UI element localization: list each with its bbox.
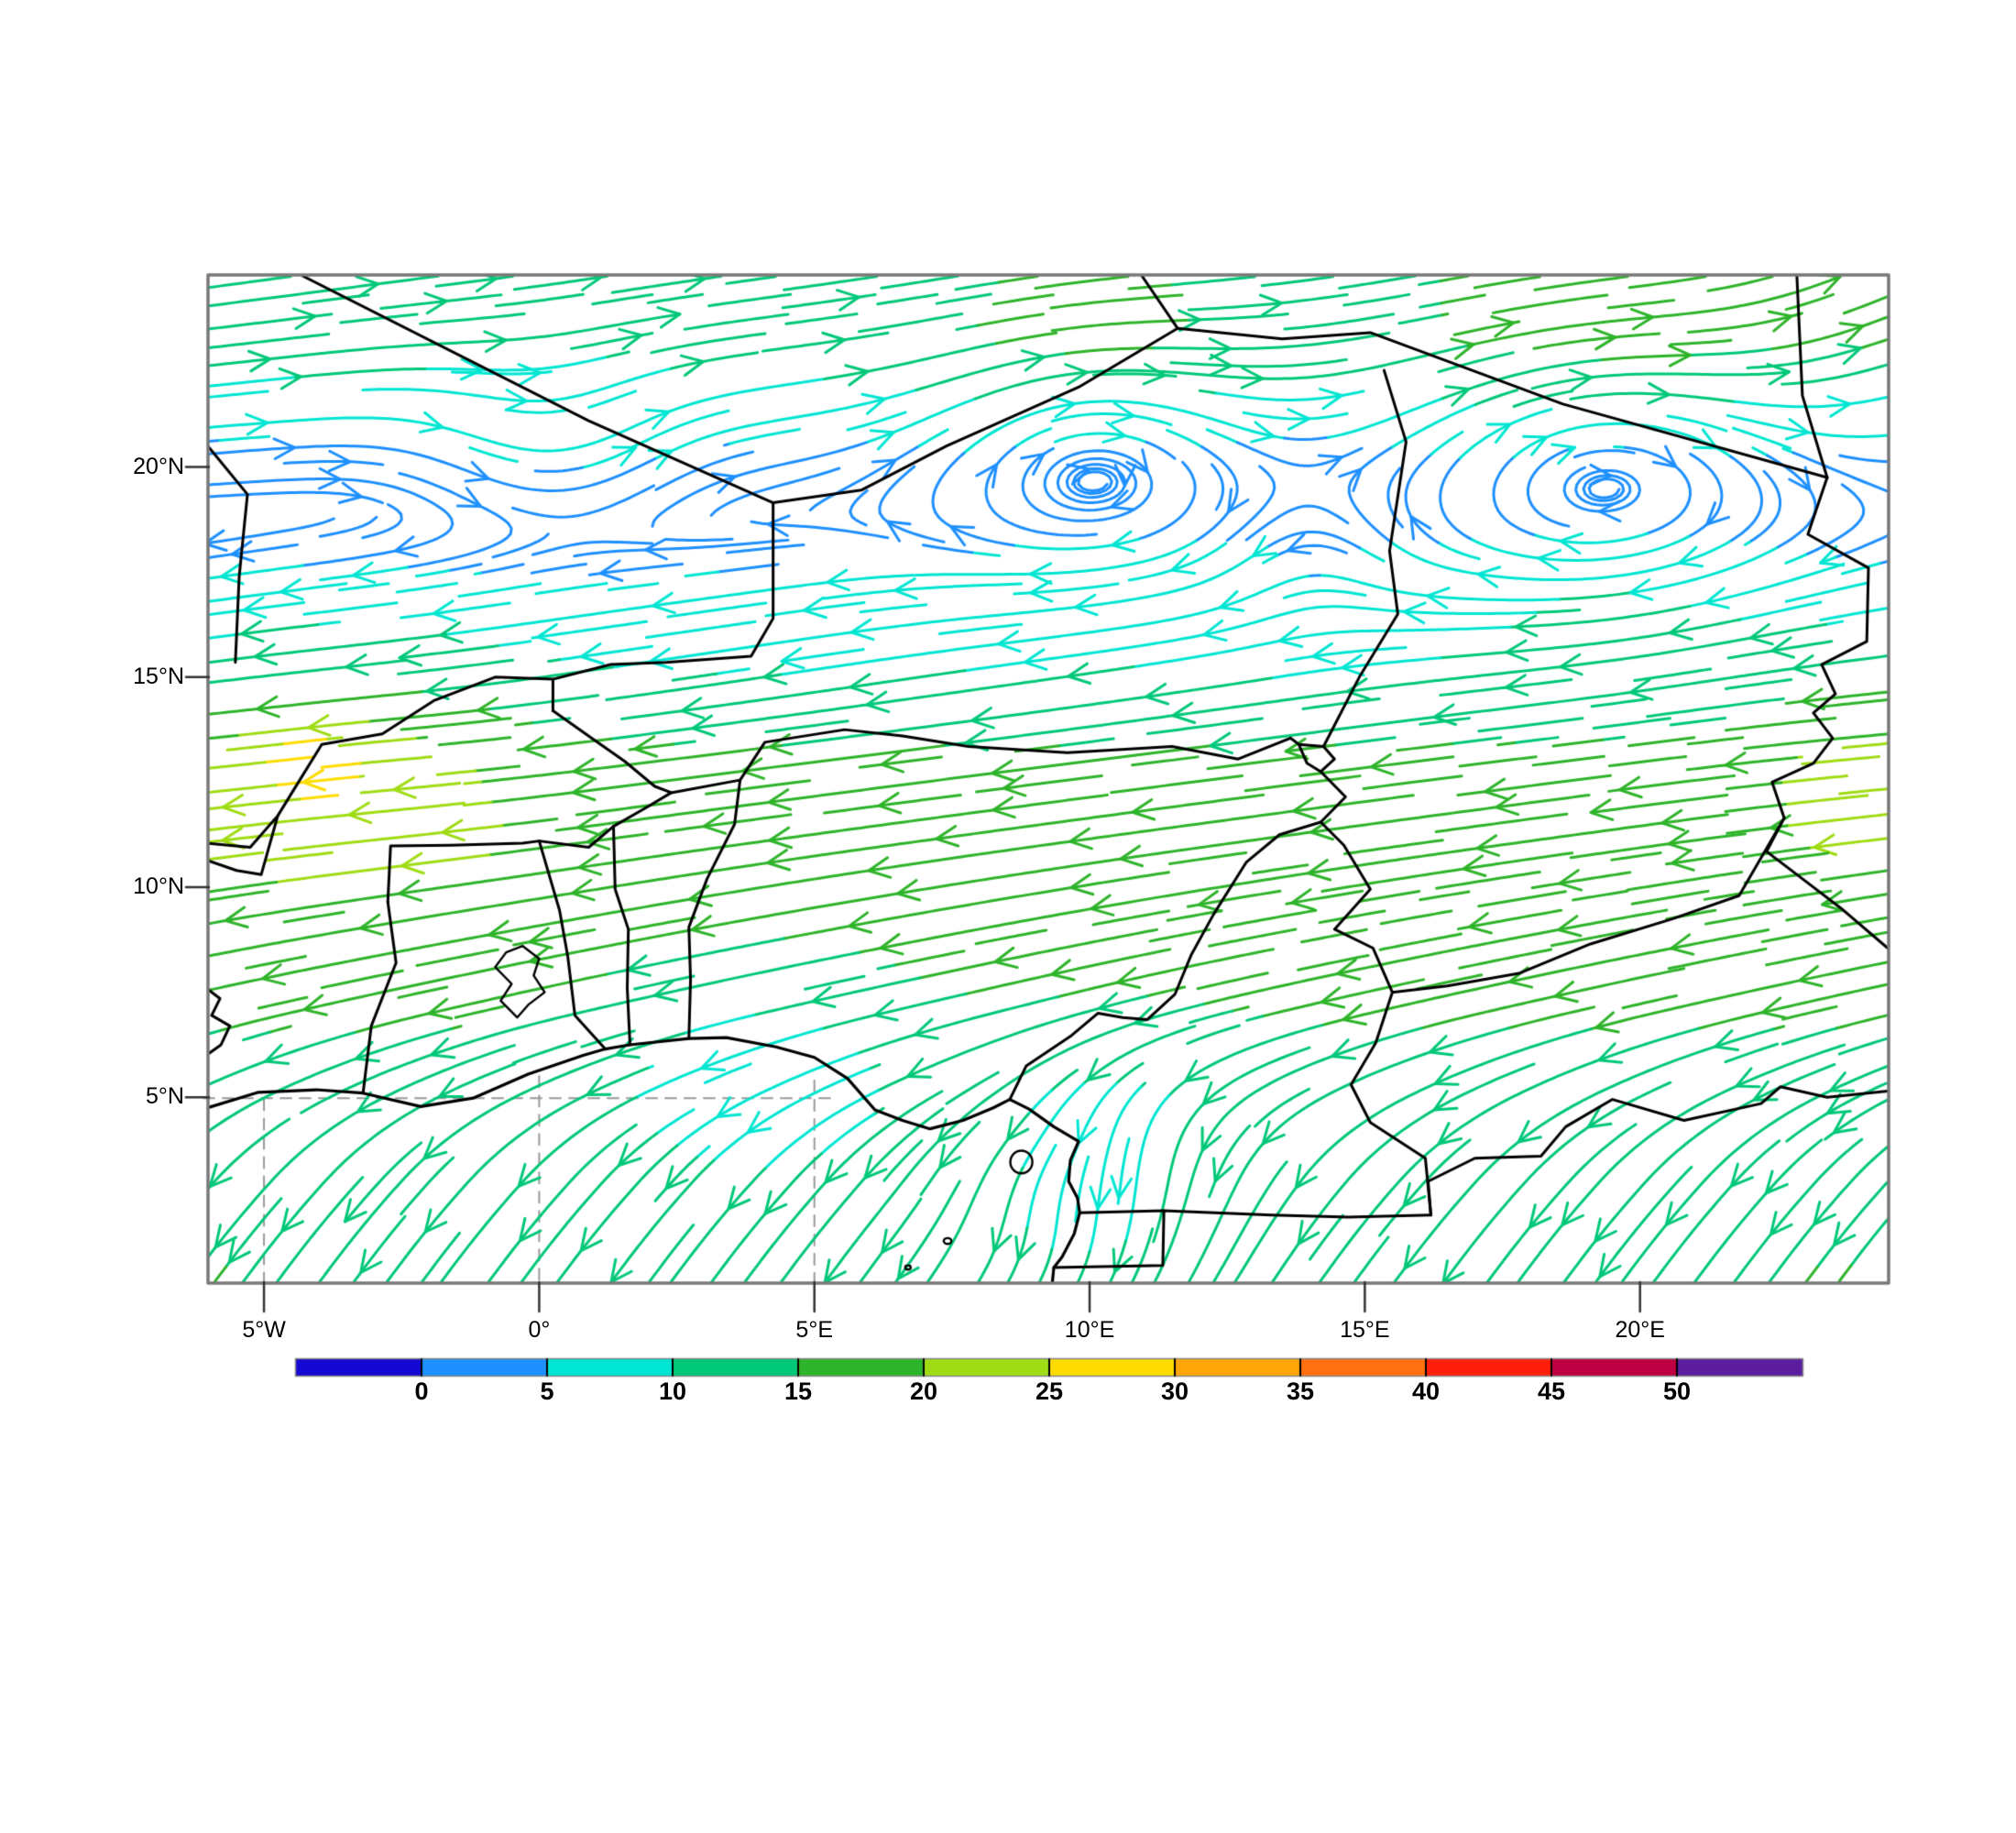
lon-tick-label: 10°E: [1064, 1317, 1115, 1343]
colorbar-tick-label: 20: [909, 1377, 938, 1405]
lat-tick-label: 5°N: [146, 1083, 184, 1110]
lon-tick-label: 15°E: [1340, 1317, 1390, 1343]
colorbar-tick-label: 15: [783, 1377, 813, 1405]
lat-tick-label: 20°N: [133, 453, 184, 479]
lon-tick-label: 5°E: [795, 1317, 833, 1343]
lon-tick-label: 0°: [528, 1317, 551, 1343]
colorbar-tick-label: 50: [1662, 1377, 1692, 1405]
colorbar-tick-label: 45: [1537, 1377, 1566, 1405]
lon-tick-label: 20°E: [1615, 1317, 1665, 1343]
lat-tick-label: 10°N: [133, 873, 184, 900]
lon-tick-label: 5°W: [242, 1317, 286, 1343]
colorbar-tick-label: 5: [540, 1377, 554, 1405]
colorbar-tick-label: 30: [1160, 1377, 1189, 1405]
colorbar-tick-label: 25: [1035, 1377, 1064, 1405]
lat-tick-label: 15°N: [133, 663, 184, 689]
colorbar-tick-label: 0: [414, 1377, 429, 1405]
colorbar-tick-label: 35: [1286, 1377, 1315, 1405]
colorbar-tick-label: 40: [1411, 1377, 1441, 1405]
colorbar-tick-label: 10: [658, 1377, 687, 1405]
